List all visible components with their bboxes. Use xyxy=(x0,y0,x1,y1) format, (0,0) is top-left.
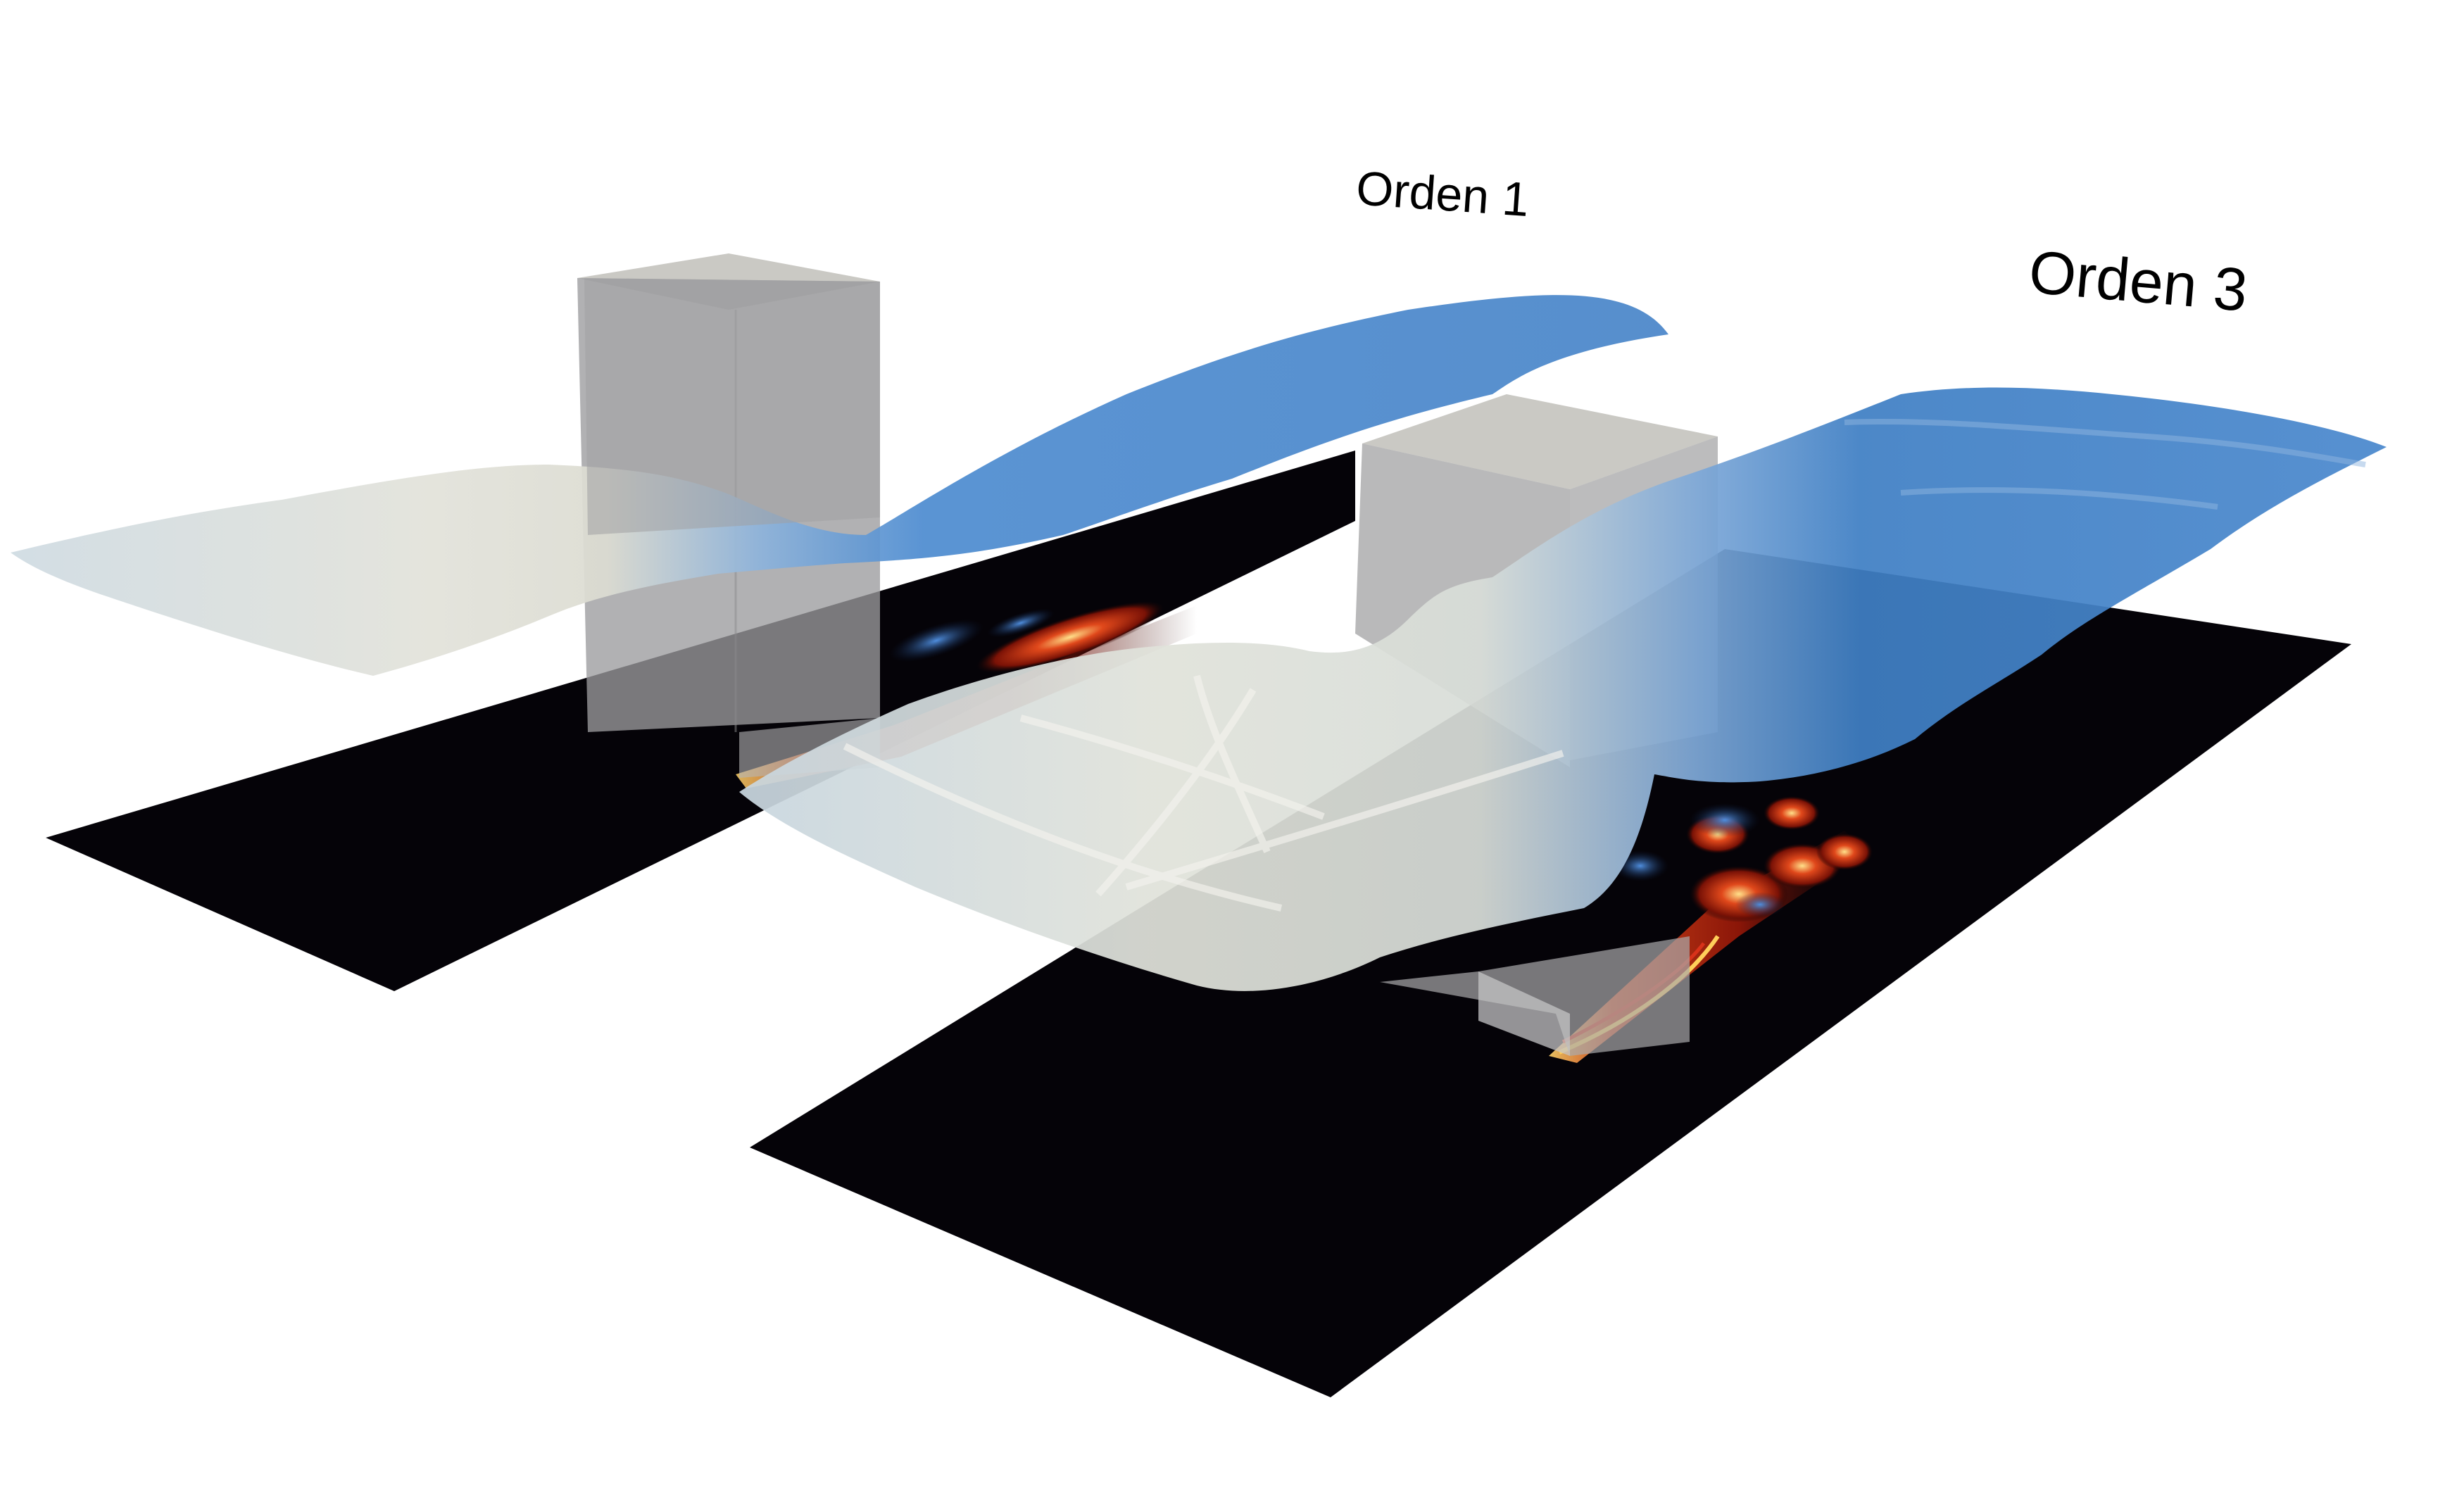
order3-shock-lines xyxy=(843,674,1564,912)
order1-obstacle-front-overlay xyxy=(584,278,880,535)
order1-vortex-blue-2 xyxy=(987,608,1055,638)
order1-label: Orden 1 xyxy=(1354,161,1530,227)
order3-water-surface xyxy=(739,387,2387,991)
order3-vortex-red-4 xyxy=(1764,796,1820,830)
order3-label: Orden 3 xyxy=(2026,238,2250,325)
order3-panel xyxy=(739,387,2387,1397)
order3-obstacle-top xyxy=(1362,394,1718,489)
order3-wave-ridges xyxy=(1844,419,2366,510)
order3-obstacle-lower-front xyxy=(1380,936,1690,1056)
order3-vortex-blue-1 xyxy=(1690,803,1760,837)
order1-water-surface xyxy=(11,295,1668,676)
order3-vortex-red-5 xyxy=(1816,833,1873,870)
order3-obstacle-lower-side xyxy=(1478,971,1570,1056)
order1-vortex-blue xyxy=(889,619,983,662)
order3-vortex-blue-3 xyxy=(1735,892,1785,917)
order1-vortex-red xyxy=(976,601,1164,673)
